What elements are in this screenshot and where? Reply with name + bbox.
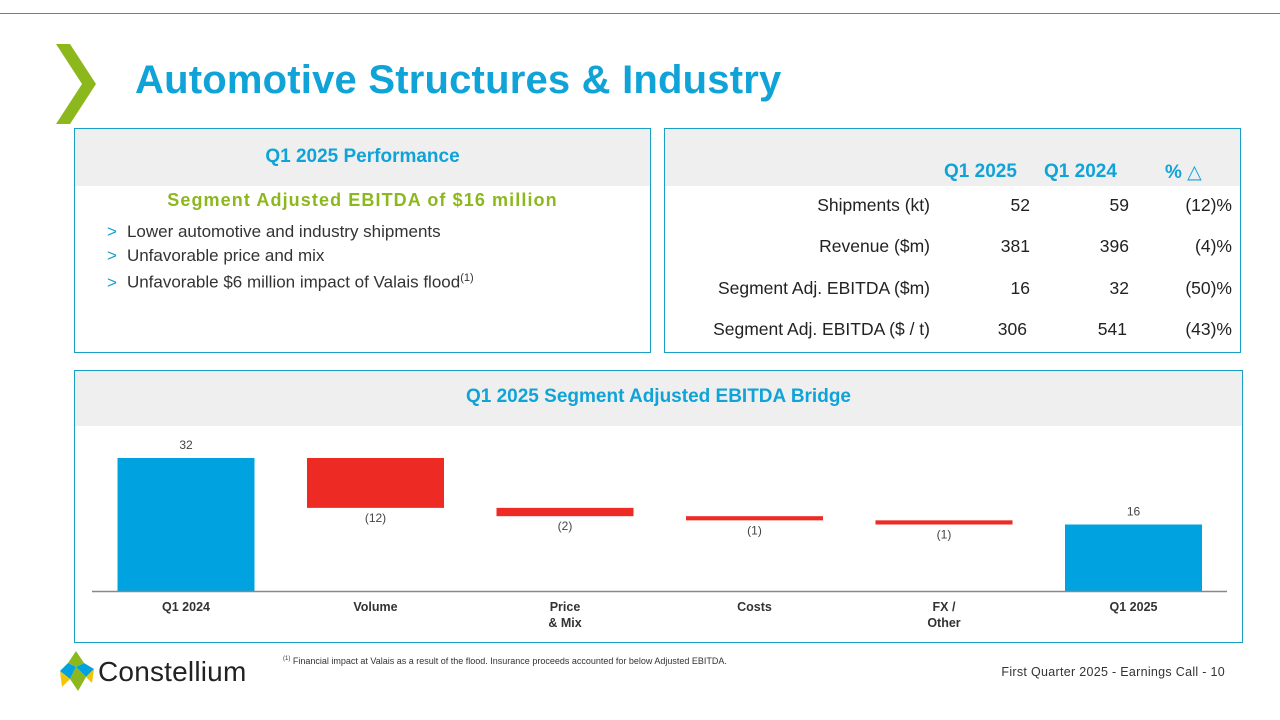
row-label: Segment Adj. EBITDA ($ / t) [713,319,930,339]
bar-1 [117,458,255,591]
cell-pct: (4)% [1195,236,1232,256]
cell-q1-2025: 381 [1000,236,1030,256]
cell-q1-2025: 52 [1010,195,1030,215]
cell-q1-2024: 396 [1099,236,1129,256]
bar-6 [1065,524,1202,591]
bar-4 [686,516,823,521]
bullet-marker: > [107,245,117,265]
performance-panel: Q1 2025 Performance Segment Adjusted EBI… [74,128,651,353]
row-label: Revenue ($m) [819,236,930,256]
table-row: Segment Adj. EBITDA ($ / t) 306 541 (43)… [665,319,1240,349]
category-label: Costs [737,600,772,614]
constellium-logo [60,651,94,691]
list-item: > Unfavorable $6 million impact of Valais… [107,272,474,292]
table-row: Segment Adj. EBITDA ($m) 16 32 (50)% [665,278,1240,308]
col-header-q1-2024: Q1 2024 [1044,161,1117,182]
cell-pct: (50)% [1185,278,1232,298]
performance-bullets: > Lower automotive and industry shipments… [75,220,650,294]
row-label: Shipments (kt) [817,195,930,215]
kpi-table-panel: Q1 2025 Q1 2024 % △ Shipments (kt) 52 59… [664,128,1241,353]
bar-3 [496,507,634,517]
data-label: 32 [179,438,193,452]
performance-header: Q1 2025 Performance [75,129,650,186]
category-label: Volume [353,600,397,614]
category-label: Q1 2024 [162,600,210,614]
cell-pct: (43)% [1185,319,1232,339]
category-label: Q1 2025 [1110,600,1158,614]
cell-q1-2024: 59 [1109,195,1129,215]
list-item: > Unfavorable price and mix [107,245,325,265]
category-label: Price & Mix [548,600,581,630]
bar-2 [307,458,444,508]
table-row: Shipments (kt) 52 59 (12)% [665,195,1240,225]
bridge-chart-panel: Q1 2025 Segment Adjusted EBITDA Bridge 3… [74,370,1243,643]
bullet-marker: > [107,272,117,292]
bridge-chart: 32 Q1 2024 (12) Volume (2) Price & Mix (1) Costs… [92,438,1227,630]
footnote-text: Financial impact at Valais as a result o… [292,656,727,666]
cell-pct: (12)% [1185,195,1232,215]
footnote-ref: (1) [460,272,474,284]
footnote: (1) Financial impact at Valais as a resu… [283,656,727,666]
top-divider [0,13,1280,14]
data-label: (2) [558,519,573,533]
bridge-chart-header: Q1 2025 Segment Adjusted EBITDA Bridge [75,371,1242,426]
footnote-marker: (1) [283,656,291,662]
performance-headline: Segment Adjusted EBITDA of $16 million [167,190,558,210]
kpi-table-header: Q1 2025 Q1 2024 % △ [665,129,1240,186]
data-label: (1) [937,528,952,542]
footer-page-info: First Quarter 2025 - Earnings Call - 10 [1001,665,1225,679]
cell-q1-2025: 16 [1010,278,1030,298]
logo-text: Constellium [98,656,247,687]
col-header-q1-2025: Q1 2025 [944,161,1017,182]
category-label: FX / Other [927,600,960,630]
chevron-icon [56,44,96,124]
bar-5 [875,520,1013,525]
cell-q1-2025: 306 [997,319,1027,339]
table-row: Revenue ($m) 381 396 (4)% [665,236,1240,266]
cell-q1-2024: 541 [1097,319,1127,339]
data-label: (1) [747,523,762,537]
data-label: (12) [365,511,386,525]
cell-q1-2024: 32 [1109,278,1129,298]
list-item: > Lower automotive and industry shipments [107,222,441,241]
col-header-pct-change: % △ [1165,162,1202,183]
page-title: Automotive Structures & Industry [135,58,782,102]
bullet-marker: > [107,222,117,241]
data-label: 16 [1127,505,1141,519]
row-label: Segment Adj. EBITDA ($m) [717,278,930,298]
